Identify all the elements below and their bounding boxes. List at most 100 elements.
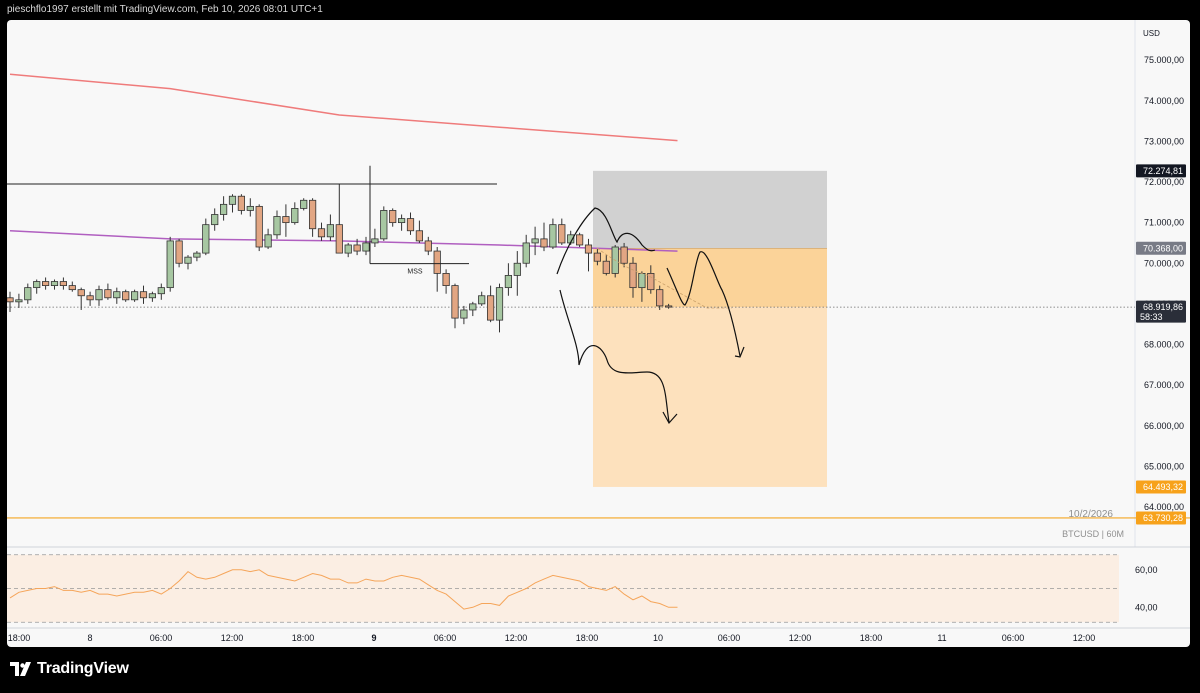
candle [486, 285, 495, 323]
candle [460, 305, 468, 325]
currency-label: USD [1143, 29, 1160, 38]
candle [139, 285, 148, 304]
candle [86, 291, 94, 306]
candle [291, 202, 299, 225]
price-level-tag: 70.368,00 [1136, 241, 1186, 255]
candle [371, 228, 379, 247]
candle [451, 283, 459, 329]
candle [602, 255, 610, 276]
candle-body [638, 273, 646, 289]
candle [433, 247, 441, 292]
price-tick-label: 67.000,00 [1144, 380, 1184, 390]
candle-body [282, 216, 290, 224]
candle [647, 265, 655, 294]
candle-body [202, 224, 210, 254]
candle [424, 236, 432, 256]
candle [113, 287, 121, 304]
candle-body [113, 291, 121, 299]
price-tick-label: 68.000,00 [1144, 340, 1184, 350]
candle-body [665, 305, 673, 308]
candle-body [50, 281, 59, 286]
candle [264, 228, 272, 250]
candle [157, 283, 165, 300]
candle-body [15, 299, 23, 303]
candle [317, 222, 326, 241]
candle [211, 208, 219, 231]
candle [15, 293, 23, 308]
candle-body [193, 252, 201, 258]
candle [540, 222, 548, 252]
candle [469, 301, 477, 317]
candle [513, 251, 521, 296]
chart-panel[interactable]: MSS USD 75.000,00 74.000,00 73.000,00 72.000… [7, 20, 1190, 647]
candle-body [237, 195, 245, 211]
price-level-badge [1136, 511, 1186, 525]
candle [300, 198, 308, 211]
candle-body [558, 224, 566, 244]
candle-body [647, 273, 655, 291]
candle-body [451, 285, 459, 319]
candle-body [504, 275, 513, 289]
arrow-head-2 [734, 346, 745, 358]
candle-body [602, 260, 610, 274]
candle [584, 238, 593, 272]
price-level-badge [1136, 300, 1186, 323]
symbol-label: BTCUSD | 60M [1062, 529, 1124, 539]
candle-body [460, 309, 468, 319]
candle-body [478, 295, 486, 305]
candle [620, 242, 628, 268]
candle-body [486, 295, 495, 321]
chart-header: pieschflo1997 erstellt mit TradingView.c… [0, 0, 1200, 20]
active-profit-zone [593, 248, 827, 308]
candle [255, 204, 263, 252]
candle-body [380, 210, 388, 240]
time-tick-label: 18:00 [292, 633, 315, 643]
candle [593, 249, 602, 266]
candle [95, 285, 103, 306]
candle-body [68, 285, 76, 291]
rsi-tick-label: 60,00 [1135, 565, 1158, 575]
price-tick-label: 72.000,00 [1144, 177, 1184, 187]
price-chart[interactable]: MSS USD 75.000,00 74.000,00 73.000,00 72.000… [7, 20, 1190, 647]
tradingview-logo[interactable]: TradingView [10, 660, 129, 678]
header-text: pieschflo1997 erstellt mit TradingView.c… [7, 4, 323, 15]
candle [219, 196, 228, 221]
price-level-label: 72.274,81 [1143, 166, 1183, 176]
candle-body [246, 205, 254, 211]
candle [7, 291, 14, 312]
time-tick-label: 06:00 [150, 633, 173, 643]
candle-body [584, 244, 593, 254]
price-tick-label: 74.000,00 [1144, 96, 1184, 106]
arrow-head-1 [662, 411, 678, 425]
brand-name: TradingView [37, 660, 129, 677]
time-tick-label: 18:00 [8, 633, 31, 643]
candle [344, 242, 352, 258]
candle-body [522, 242, 530, 264]
price-tick-label: 65.000,00 [1144, 461, 1184, 471]
price-tick-label: 70.000,00 [1144, 258, 1184, 268]
price-tick-label: 73.000,00 [1144, 136, 1184, 146]
candle-body [371, 238, 379, 244]
candle-body [42, 281, 50, 286]
candle [24, 283, 32, 304]
candle-body [95, 289, 103, 301]
price-level-tag: 64.493,32 [1136, 480, 1186, 494]
candle-body [415, 230, 424, 242]
candle-body [469, 303, 477, 311]
mss-label: MSS [407, 269, 423, 276]
candle-body [175, 240, 183, 264]
candle [148, 291, 156, 302]
candle-body [495, 287, 504, 321]
candle-body [300, 199, 308, 209]
time-tick-label: 18:00 [860, 633, 883, 643]
candle [273, 210, 281, 239]
candle-body [24, 287, 32, 301]
candle-body [531, 238, 539, 244]
candle [549, 218, 557, 250]
candle-body [442, 273, 450, 286]
candle [576, 232, 584, 247]
time-tick-label: 12:00 [505, 633, 528, 643]
candle [228, 194, 237, 213]
candle-body [513, 262, 521, 276]
candle [531, 226, 539, 256]
